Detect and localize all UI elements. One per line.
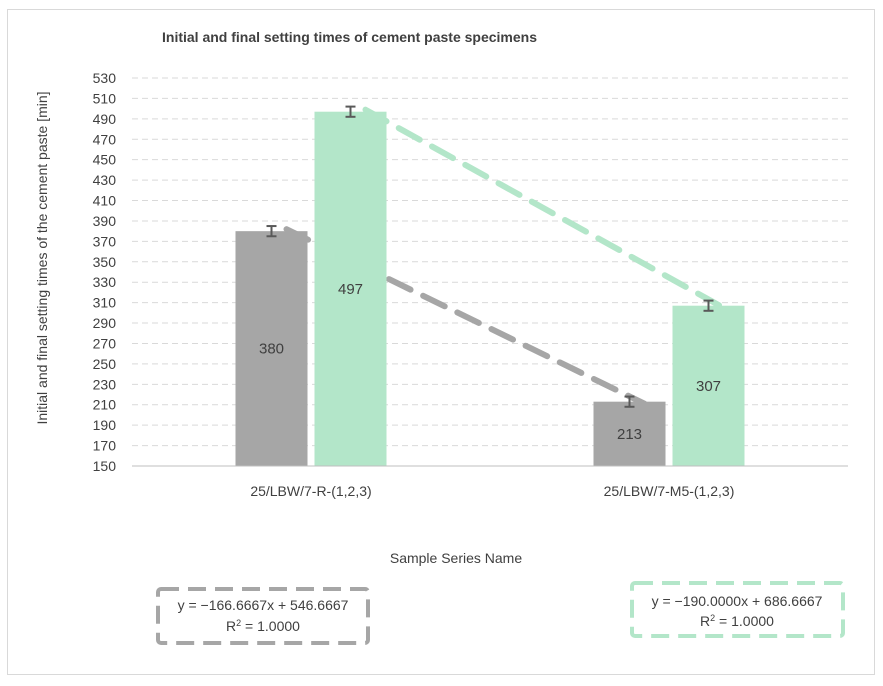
bar <box>672 305 745 466</box>
y-tick-label: 190 <box>93 417 117 433</box>
y-tick-label: 170 <box>93 438 117 454</box>
y-tick-label: 210 <box>93 397 117 413</box>
chart-title: Initial and final setting times of cemen… <box>162 29 537 45</box>
trendline-2-r2: R2 = 1.0000 <box>700 613 774 629</box>
y-tick-labels: 150 170 190 210 230 250 270 290 310 330 350 370 390 4… <box>93 70 117 474</box>
error-bars <box>266 105 714 408</box>
y-tick-label: 470 <box>93 131 117 147</box>
y-tick-label: 230 <box>93 376 117 392</box>
y-tick-label: 330 <box>93 274 117 290</box>
x-tick-label: 25/LBW/7-R-(1,2,3) <box>250 483 371 499</box>
trendlines <box>283 106 727 407</box>
data-label: 497 <box>338 281 363 298</box>
y-axis-title: Initial and final setting times of the c… <box>34 91 50 424</box>
trendline <box>362 106 727 311</box>
x-axis-title: Sample Series Name <box>390 550 522 566</box>
data-label: 213 <box>617 426 642 443</box>
trendline-2-equation: y = −190.0000x + 686.6667 <box>652 593 823 609</box>
trendline <box>283 226 648 407</box>
y-tick-label: 530 <box>93 70 117 86</box>
y-tick-label: 310 <box>93 295 117 311</box>
y-tick-label: 270 <box>93 335 117 351</box>
bar <box>314 111 387 467</box>
data-label: 380 <box>259 341 284 358</box>
trendline-legend-2-box <box>630 581 845 638</box>
y-tick-label: 350 <box>93 254 117 270</box>
trendline-legend-1-box <box>156 587 370 645</box>
x-tick-label: 25/LBW/7-M5-(1,2,3) <box>604 483 735 499</box>
y-tick-label: 430 <box>93 172 117 188</box>
y-tick-label: 390 <box>93 213 117 229</box>
bar <box>235 231 308 466</box>
bars <box>235 111 745 467</box>
y-tick-label: 410 <box>93 193 117 209</box>
y-tick-label: 490 <box>93 111 117 127</box>
trendline-legend-2: y = −190.0000x + 686.6667 R2 = 1.0000 <box>630 581 845 638</box>
data-labels: 380 213 497 307 <box>259 281 721 443</box>
y-tick-label: 370 <box>93 233 117 249</box>
y-tick-label: 510 <box>93 90 117 106</box>
y-tick-label: 290 <box>93 315 117 331</box>
y-tick-label: 450 <box>93 152 117 168</box>
data-label: 307 <box>696 378 721 395</box>
trendline-1-r2: R2 = 1.0000 <box>226 618 300 634</box>
x-tick-labels: 25/LBW/7-R-(1,2,3) 25/LBW/7-M5-(1,2,3) <box>250 483 734 499</box>
y-tick-label: 250 <box>93 356 117 372</box>
bar <box>593 401 666 466</box>
trendline-legend-1: y = −166.6667x + 546.6667 R2 = 1.0000 <box>156 587 370 645</box>
y-tick-label: 150 <box>93 458 117 474</box>
trendline-1-equation: y = −166.6667x + 546.6667 <box>178 597 349 613</box>
